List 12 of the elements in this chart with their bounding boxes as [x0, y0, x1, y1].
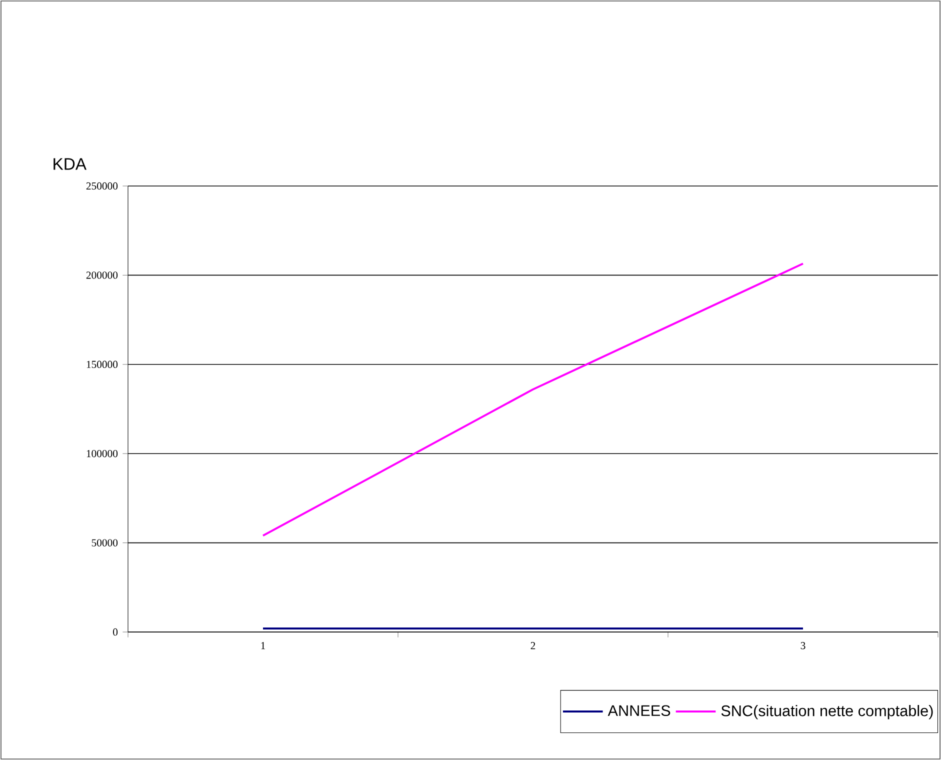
x-tick-label: 3	[800, 642, 806, 650]
y-axis-title: KDA	[54, 158, 86, 170]
y-tick-label: 0	[113, 628, 118, 636]
x-tick-label: 1	[261, 642, 266, 650]
legend-label: ANNEES	[608, 705, 670, 716]
y-tick-label: 50000	[92, 539, 118, 546]
y-tick-label: 100000	[86, 450, 118, 458]
legend-label: SNC(situation nette comptable)	[721, 704, 933, 720]
y-tick-label: 200000	[86, 272, 118, 279]
y-tick-label: 150000	[86, 360, 118, 368]
x-tick-label: 2	[530, 642, 536, 650]
y-tick-label: 250000	[86, 182, 118, 190]
